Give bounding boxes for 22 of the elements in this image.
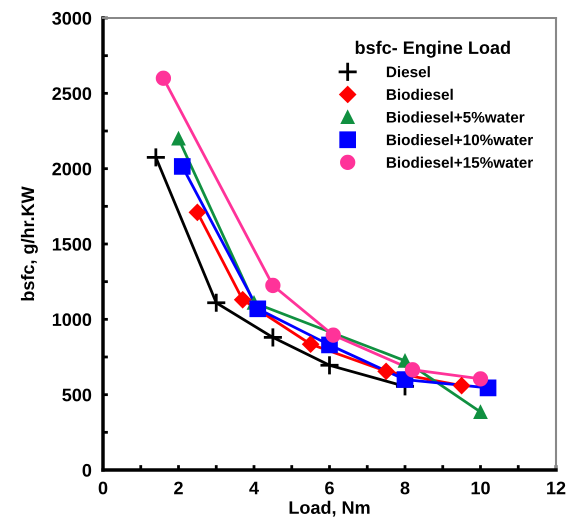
- y-tick-label: 1500: [52, 238, 92, 251]
- x-axis-title: Load, Nm: [290, 500, 370, 517]
- legend-label: Biodiesel: [386, 88, 453, 100]
- y-tick-label: 1000: [52, 313, 92, 326]
- y-tick-label: 2000: [52, 162, 92, 176]
- y-tick-label: 2500: [52, 87, 92, 100]
- y-tick-label: 0: [82, 464, 92, 477]
- y-tick-label: 500: [62, 388, 92, 402]
- y-tick-label: 3000: [52, 12, 92, 25]
- legend-label: Diesel: [386, 66, 430, 78]
- legend-title: bsfc- Engine Load: [356, 40, 510, 58]
- x-tick-label: 12: [547, 482, 566, 494]
- x-tick-label: 0: [98, 482, 108, 494]
- legend-label: Biodiesel+15%water: [386, 156, 533, 168]
- x-tick-label: 2: [174, 482, 183, 494]
- y-axis-title: bsfc, g/hr.KW: [20, 186, 38, 300]
- x-tick-label: 8: [400, 482, 410, 494]
- legend-label: Biodiesel+5%water: [386, 111, 524, 123]
- x-tick-label: 10: [472, 482, 490, 494]
- x-tick-label: 6: [325, 482, 334, 494]
- legend-label: Biodiesel+10%water: [386, 134, 533, 146]
- x-tick-label: 4: [249, 482, 259, 494]
